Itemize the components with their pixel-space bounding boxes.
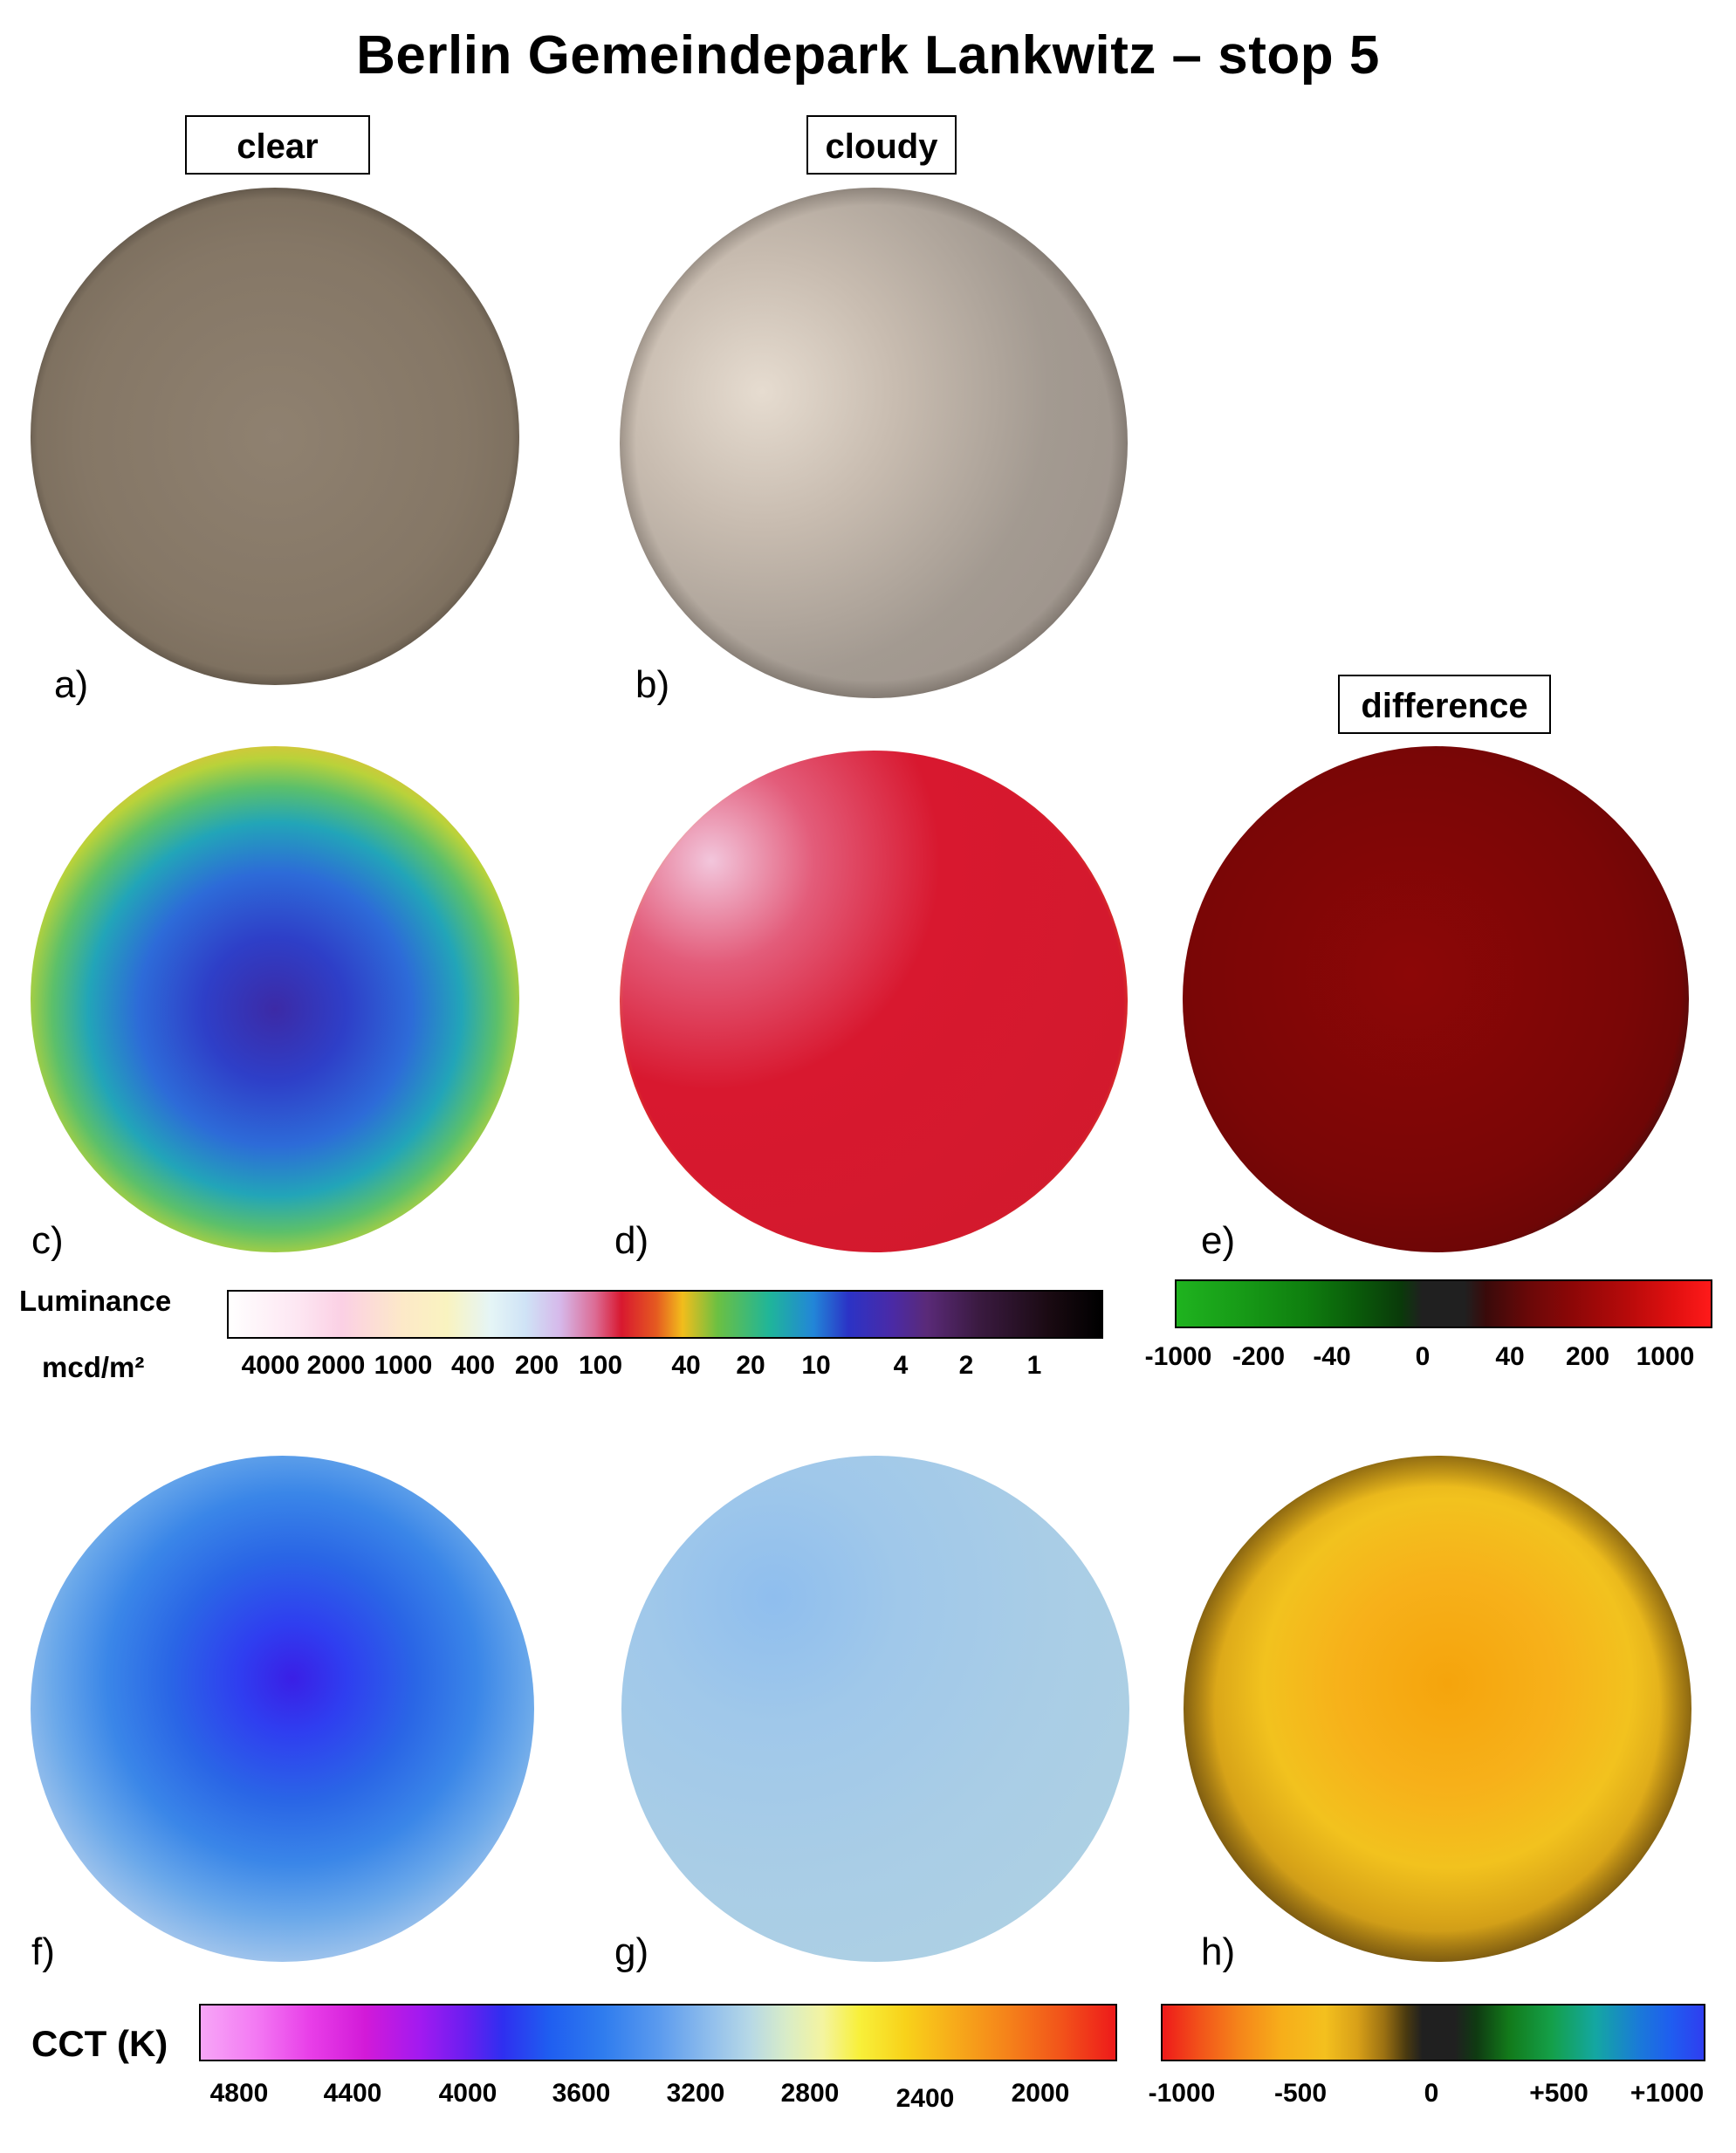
- panel-label-h: h): [1201, 1930, 1236, 1973]
- difference-luminance-tick: 40: [1495, 1342, 1525, 1371]
- panel-label-f: f): [31, 1930, 55, 1973]
- luminance-tick: 200: [514, 1351, 559, 1380]
- luminance-label: Luminance: [19, 1285, 172, 1317]
- luminance-tick: 2000: [306, 1351, 366, 1380]
- luminance-tick: 10: [801, 1351, 831, 1380]
- cct-difference-colorbar: [1161, 2004, 1705, 2061]
- luminance-map-cloudy: [620, 751, 1128, 1252]
- cct-tick: 2000: [1011, 2079, 1070, 2108]
- cct-colorbar: [199, 2004, 1117, 2061]
- difference-luminance-tick: -1000: [1144, 1342, 1212, 1371]
- difference-cct-tick-labels: -1000 -500 0 +500 +1000: [1135, 2079, 1736, 2114]
- difference-cct-tick: -500: [1273, 2079, 1328, 2108]
- difference-luminance-tick: 200: [1565, 1342, 1610, 1371]
- luminance-tick-labels: 4000 2000 1000 400 200 100 40 20 10 4 2 …: [0, 1351, 1135, 1386]
- panel-label-e: e): [1201, 1219, 1236, 1262]
- difference-luminance-tick: -200: [1232, 1342, 1286, 1371]
- cct-difference-map: [1184, 1456, 1691, 1962]
- panel-label-a: a): [54, 663, 89, 706]
- header-difference: difference: [1338, 675, 1551, 734]
- cct-map-cloudy: [621, 1456, 1129, 1962]
- luminance-difference-map: [1183, 746, 1689, 1252]
- luminance-tick: 4000: [241, 1351, 300, 1380]
- luminance-colorbar: [227, 1290, 1103, 1339]
- difference-luminance-tick: -40: [1313, 1342, 1351, 1371]
- panel-label-g: g): [614, 1930, 649, 1973]
- fisheye-photo-clear: [31, 188, 519, 685]
- header-cloudy: cloudy: [806, 115, 957, 175]
- luminance-tick: 400: [450, 1351, 496, 1380]
- panel-label-c: c): [31, 1219, 64, 1262]
- cct-tick: 4800: [209, 2079, 269, 2108]
- header-clear: clear: [185, 115, 370, 175]
- luminance-unit-label: mcd/m²: [42, 1351, 145, 1383]
- cct-tick: 4400: [323, 2079, 382, 2108]
- cct-map-clear: [31, 1456, 534, 1962]
- difference-cct-tick: +1000: [1630, 2079, 1705, 2108]
- cct-tick: 4000: [438, 2079, 497, 2108]
- difference-cct-tick: +500: [1529, 2079, 1588, 2108]
- difference-cct-tick: 0: [1424, 2079, 1439, 2108]
- luminance-tick: 20: [736, 1351, 765, 1380]
- cct-tick: 2800: [780, 2079, 840, 2108]
- luminance-tick: 2: [958, 1351, 974, 1380]
- panel-label-d: d): [614, 1219, 649, 1262]
- luminance-tick: 1000: [374, 1351, 433, 1380]
- luminance-map-clear: [31, 746, 519, 1252]
- cct-tick: 3200: [666, 2079, 725, 2108]
- difference-luminance-tick: 1000: [1636, 1342, 1695, 1371]
- luminance-tick: 40: [671, 1351, 701, 1380]
- difference-luminance-tick: 0: [1415, 1342, 1431, 1371]
- difference-luminance-tick-labels: -1000 -200 -40 0 40 200 1000: [1135, 1342, 1736, 1377]
- luminance-difference-colorbar: [1175, 1279, 1712, 1328]
- panel-label-b: b): [635, 663, 670, 706]
- luminance-tick: 100: [578, 1351, 623, 1380]
- cct-tick: 3600: [552, 2079, 611, 2108]
- luminance-tick: 1: [1026, 1351, 1042, 1380]
- luminance-tick: 4: [893, 1351, 909, 1380]
- cct-tick-labels: 4800 4400 4000 3600 3200 2800 2400 2000: [0, 2079, 1152, 2114]
- fisheye-photo-cloudy: [620, 188, 1128, 698]
- difference-cct-tick: -1000: [1148, 2079, 1216, 2108]
- cct-label: CCT (K): [31, 2023, 168, 2064]
- figure-title: Berlin Gemeindepark Lankwitz – stop 5: [356, 25, 1380, 86]
- cct-tick: 2400: [895, 2084, 955, 2113]
